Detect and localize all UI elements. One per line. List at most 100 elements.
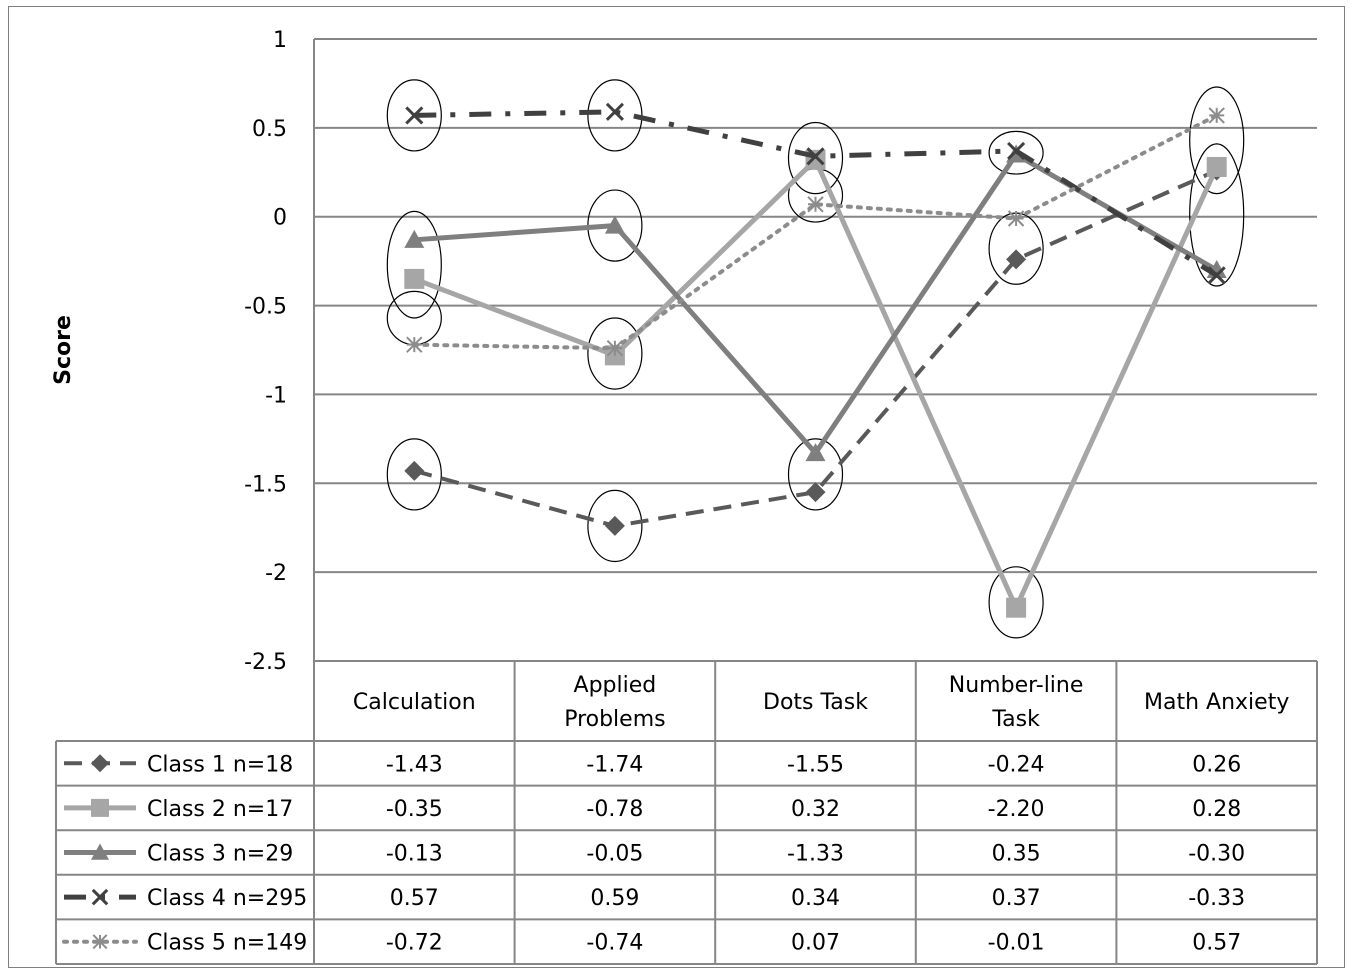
table-cell-value: 0.37 <box>992 886 1041 911</box>
marker-triangle <box>404 229 425 248</box>
marker-square <box>1006 597 1027 618</box>
table-cell-value: 0.57 <box>390 886 439 911</box>
table-cell-value: -1.74 <box>586 752 643 777</box>
highlight-ellipse <box>787 438 844 511</box>
highlight-ellipse <box>386 210 442 319</box>
marker-diamond <box>91 754 109 773</box>
highlight-ellipse <box>1189 143 1245 287</box>
table-cell-value: -0.35 <box>386 797 443 822</box>
chart-frame <box>8 6 1345 968</box>
marker-x <box>405 106 424 125</box>
legend-label: Class 2 n=17 <box>147 797 293 822</box>
legend-label: Class 5 n=149 <box>147 931 307 956</box>
highlight-ellipse <box>587 317 643 390</box>
table-cell-value: -0.78 <box>586 797 643 822</box>
marker-diamond <box>604 515 625 536</box>
table-cell-value: 0.35 <box>992 842 1041 867</box>
series-5 <box>406 107 1225 357</box>
highlight-ellipse <box>988 566 1044 639</box>
y-tick-labels: 1 0.5 0 -0.5 -1 -1.5 -2 -2.5 <box>244 28 287 675</box>
table-cell-value: 0.32 <box>791 797 840 822</box>
table-cell-value: -2.20 <box>988 797 1045 822</box>
table-cell-value: -1.33 <box>787 842 844 867</box>
category-label: Number-line <box>949 673 1084 698</box>
marker-star <box>606 340 624 357</box>
table-cell-value: 0.59 <box>590 886 639 911</box>
table-cell-value: -0.13 <box>386 842 443 867</box>
marker-triangle <box>805 443 826 462</box>
table-cell-value: -0.72 <box>386 931 443 956</box>
table-cell-value: 0.28 <box>1192 797 1241 822</box>
y-tick-label: -2.5 <box>244 650 287 675</box>
y-tick-label: -2 <box>265 561 287 586</box>
table-cell-value: -1.55 <box>787 752 844 777</box>
table-cell-value: -0.24 <box>988 752 1045 777</box>
highlight-ellipse <box>386 438 442 511</box>
data-table: Calculation Applied Problems Dots Task Numbe… <box>55 660 1318 965</box>
y-tick-label: -0.5 <box>244 295 287 320</box>
marker-x <box>1007 141 1026 161</box>
marker-x <box>91 888 109 906</box>
legend-key <box>62 934 138 950</box>
highlight-ellipse <box>386 79 442 152</box>
table-cell-value: -0.30 <box>1188 842 1245 867</box>
marker-x <box>1207 266 1226 285</box>
grid-layer <box>313 38 1317 661</box>
table-cell-value: 0.57 <box>1192 931 1241 956</box>
legend-key <box>64 798 136 817</box>
highlight-ellipse <box>587 79 643 152</box>
highlight-ellipse <box>1189 86 1245 195</box>
marker-star <box>406 336 423 353</box>
highlight-ellipses <box>386 79 1245 639</box>
category-label: Math Anxiety <box>1144 690 1289 715</box>
table-cell-value: -0.01 <box>988 931 1045 956</box>
marker-diamond <box>805 482 826 503</box>
category-label: Calculation <box>353 690 476 715</box>
marker-square <box>404 268 425 289</box>
marker-star <box>807 196 824 213</box>
legend-label: Class 1 n=18 <box>147 752 293 777</box>
table-cell-value: -0.74 <box>586 931 643 956</box>
marker-star <box>1208 107 1225 124</box>
marker-star <box>92 934 108 950</box>
highlight-ellipse <box>988 130 1044 175</box>
table-cell-value: 0.26 <box>1192 752 1241 777</box>
table-cell-value: 0.07 <box>791 931 840 956</box>
series-line <box>412 113 1219 351</box>
y-tick-label: -1 <box>265 383 287 408</box>
marker-x <box>806 147 825 166</box>
y-tick-label: 0.5 <box>252 117 287 142</box>
series-lines <box>404 102 1227 618</box>
y-tick-label: 0 <box>273 206 287 231</box>
marker-triangle <box>91 843 109 860</box>
category-label: Applied <box>574 673 657 698</box>
category-label: Problems <box>564 707 665 732</box>
legend-key <box>64 888 136 906</box>
table-cell-value: -0.05 <box>586 842 643 867</box>
series-2 <box>404 149 1227 618</box>
table-cell-value: 0.34 <box>791 886 840 911</box>
category-label: Task <box>991 707 1040 732</box>
legend-key <box>64 843 136 860</box>
marker-square <box>91 798 109 817</box>
table-cell-value: -1.43 <box>386 752 443 777</box>
y-axis-label: Score <box>51 315 76 385</box>
marker-star <box>1007 210 1025 227</box>
legend-label: Class 3 n=29 <box>147 842 293 867</box>
highlight-ellipse <box>787 121 844 195</box>
marker-diamond <box>1006 249 1027 270</box>
y-tick-label: -1.5 <box>244 472 287 497</box>
marker-square <box>1206 156 1227 177</box>
series-4 <box>405 102 1226 285</box>
highlight-ellipse <box>587 489 643 563</box>
series-line <box>413 168 1218 528</box>
legend-label: Class 4 n=295 <box>147 886 307 911</box>
marker-diamond <box>404 460 425 481</box>
table-cell-value: -0.33 <box>1188 886 1245 911</box>
marker-x <box>605 102 624 121</box>
marker-triangle <box>604 215 625 234</box>
y-tick-label: 1 <box>273 28 287 53</box>
series-line <box>413 155 1219 614</box>
category-label: Dots Task <box>763 690 868 715</box>
